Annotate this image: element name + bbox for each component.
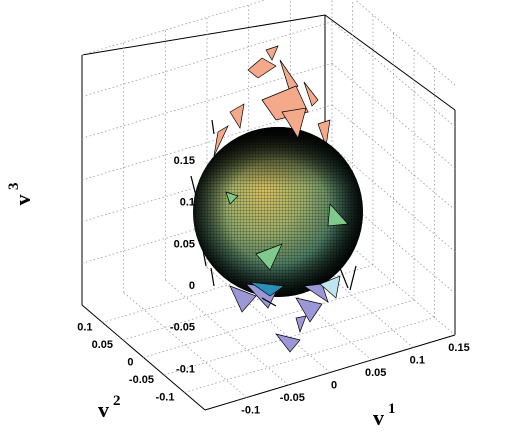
side-grid-line: [331, 104, 456, 211]
y-tick-label: 0: [127, 357, 133, 369]
grid: [81, 0, 456, 398]
svg-text:v: v: [373, 405, 384, 430]
svg-text:v: v: [10, 195, 35, 206]
facet-edge: [261, 297, 277, 307]
side-grid-line: [354, 0, 456, 86]
z-axis-label: v 3: [6, 183, 35, 206]
floor-grid-line: [123, 292, 247, 398]
side-grid-line: [331, 146, 456, 252]
z-tick-label: 0.15: [174, 155, 195, 167]
facets-front: [190, 107, 357, 353]
y-tick-label: -0.05: [129, 374, 154, 386]
floor-grid-line: [206, 267, 331, 373]
side-grid-line: [331, 21, 456, 127]
y-tick-label: -0.1: [156, 392, 175, 404]
y-tick-label: 0.1: [77, 322, 92, 334]
z-tick-label: 0.1: [180, 197, 195, 209]
tick-labels: -0.1-0.0500.050.10.15-0.1-0.0500.050.1-0…: [77, 155, 470, 417]
floor-grid-line: [165, 279, 289, 386]
facet-mark: [303, 81, 319, 107]
facet-mark: [275, 333, 301, 353]
facet-mark: [249, 281, 285, 297]
y-axis-label: v 2: [98, 393, 121, 422]
facet-mark: [225, 191, 239, 205]
floor-grid-line: [290, 242, 414, 348]
facet-mark: [319, 275, 341, 299]
facet-mark: [295, 297, 323, 323]
facet-mark: [303, 283, 329, 303]
svg-text:3: 3: [6, 183, 22, 191]
z-tick-label: -0.1: [176, 363, 195, 375]
facet-mark: [265, 45, 279, 61]
floor-grid-line: [184, 317, 435, 393]
side-grid-line: [331, 63, 456, 169]
z-tick-label: 0.05: [174, 238, 195, 250]
facet-edge: [339, 267, 349, 289]
facet-edge: [349, 265, 357, 291]
x-tick-label: 0: [331, 380, 337, 392]
facet-mark: [295, 315, 307, 334]
z-tick-label: -0.05: [170, 322, 195, 334]
x-tick-label: 0.05: [365, 367, 386, 379]
facet-edge: [211, 119, 215, 135]
x-axis-label: v 1: [373, 401, 396, 430]
x-tick-label: 0.15: [448, 342, 469, 354]
x-tick-label: -0.05: [280, 392, 305, 404]
svg-text:2: 2: [113, 393, 121, 409]
x-tick-label: 0.1: [410, 355, 425, 367]
facet-mark: [327, 203, 349, 227]
facet-edge: [202, 249, 207, 267]
facet-mark: [281, 107, 307, 139]
facet-mark: [229, 285, 257, 313]
x-tick-label: -0.1: [241, 405, 260, 417]
sphere-surface: [193, 127, 363, 297]
svg-text:1: 1: [388, 401, 396, 417]
facet-mark: [247, 57, 277, 79]
svg-text:v: v: [98, 397, 109, 422]
facet-edge: [210, 267, 215, 287]
facet-edge: [190, 175, 197, 197]
facet-mark: [317, 119, 331, 147]
z-tick-label: 0: [189, 280, 195, 292]
facet-mark: [213, 125, 229, 157]
facet-mark: [229, 103, 245, 129]
side-grid-line: [331, 188, 456, 294]
facet-mark: [255, 243, 283, 271]
y-tick-label: 0.05: [92, 339, 113, 351]
